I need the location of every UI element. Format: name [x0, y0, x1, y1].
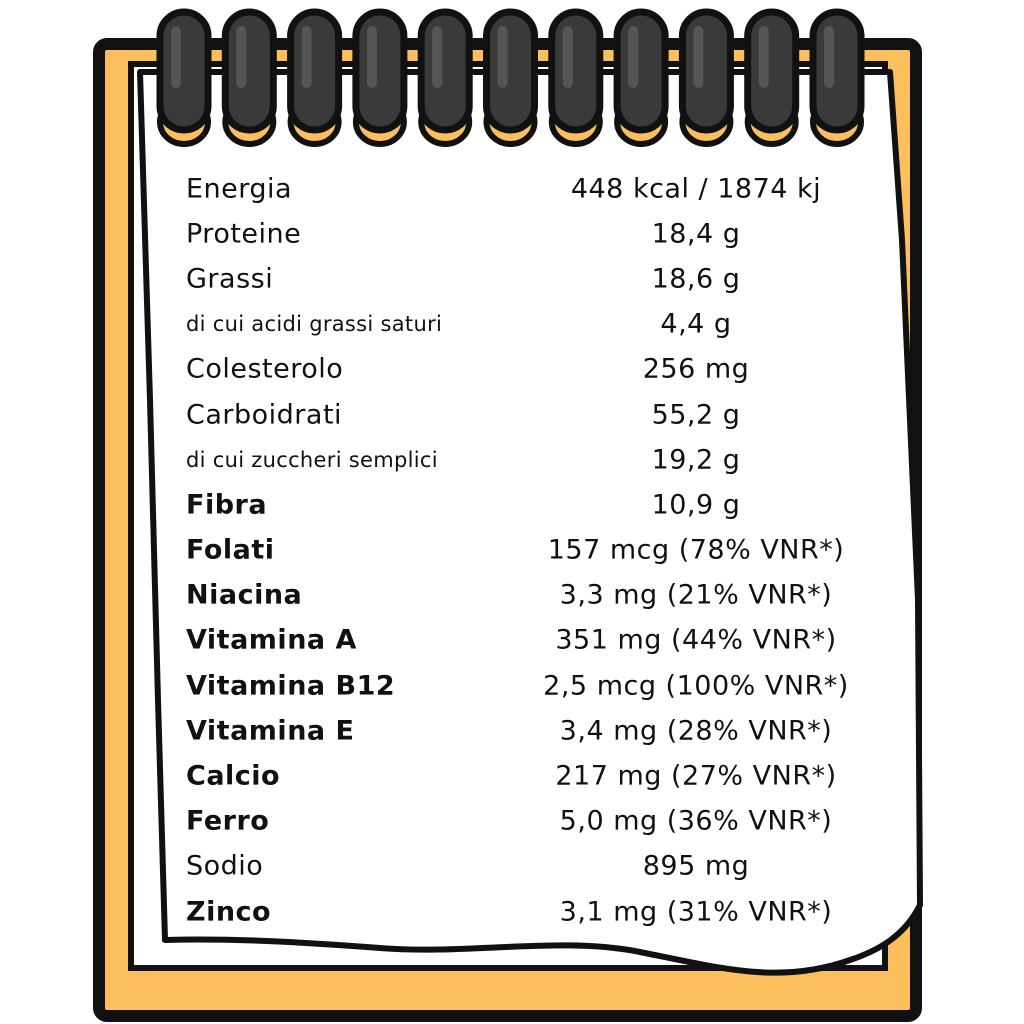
- nutrient-label: Vitamina B12: [186, 670, 396, 702]
- nutrient-label: Colesterolo: [186, 353, 344, 385]
- nutrient-label: Carboidrati: [186, 399, 343, 431]
- nutrition-row: Carboidrati 55,2 g: [186, 392, 866, 437]
- nutrient-label: Calcio: [186, 760, 281, 792]
- front-sheet: [137, 69, 923, 976]
- nutrition-row: Energia 448 kcal / 1874 kj: [186, 166, 866, 211]
- nutrient-value: 351 mg (44% VNR*): [555, 624, 837, 656]
- nutrient-label: di cui acidi grassi saturi: [186, 312, 443, 337]
- spiral-ring-icon: [809, 8, 865, 147]
- spiral-ring-icon: [156, 8, 212, 147]
- nutrition-row: di cui acidi grassi saturi 4,4 g: [186, 302, 866, 347]
- spiral-ring-icon: [221, 8, 277, 147]
- nutrient-value: 2,5 mcg (100% VNR*): [543, 670, 849, 702]
- spiral-binding: [156, 8, 865, 147]
- spiral-ring-icon: [483, 8, 538, 147]
- nutrition-row: Folati 157 mcg (78% VNR*): [186, 528, 866, 573]
- nutrient-value: 55,2 g: [651, 399, 741, 431]
- nutrition-row: Sodio 895 mg: [186, 844, 866, 889]
- spiral-ring-icon: [287, 8, 343, 147]
- spiral-ring-icon: [417, 8, 473, 147]
- nutrition-row: Niacina 3,3 mg (21% VNR*): [186, 573, 866, 618]
- nutrient-label: Proteine: [186, 218, 302, 250]
- nutrition-table: Energia 448 kcal / 1874 kj Proteine 18,4 g G…: [186, 166, 866, 934]
- nutrient-value: 5,0 mg (36% VNR*): [559, 805, 833, 837]
- nutrient-label: Ferro: [186, 805, 270, 837]
- nutrition-row: Vitamina B12 2,5 mcg (100% VNR*): [186, 663, 866, 708]
- nutrient-label: Energia: [186, 173, 293, 205]
- nutrition-row: Vitamina E 3,4 mg (28% VNR*): [186, 708, 866, 753]
- nutrient-label: Niacina: [186, 579, 303, 611]
- nutrient-value: 18,4 g: [651, 218, 741, 250]
- spiral-ring-icon: [678, 8, 734, 147]
- nutrient-value: 18,6 g: [651, 263, 741, 295]
- nutrition-row: Grassi 18,6 g: [186, 256, 866, 301]
- nutrient-value: 19,2 g: [651, 444, 741, 476]
- nutrition-row: Calcio 217 mg (27% VNR*): [186, 753, 866, 798]
- nutrient-value: 217 mg (27% VNR*): [555, 760, 837, 792]
- spiral-ring-icon: [352, 8, 408, 147]
- nutrient-value: 3,1 mg (31% VNR*): [559, 896, 833, 928]
- nutrition-row: Vitamina A 351 mg (44% VNR*): [186, 618, 866, 663]
- nutrient-value: 3,3 mg (21% VNR*): [559, 579, 833, 611]
- nutrient-label: Sodio: [186, 850, 264, 882]
- nutrition-row: di cui zuccheri semplici 19,2 g: [186, 437, 866, 482]
- nutrient-value: 157 mcg (78% VNR*): [547, 534, 845, 566]
- nutrient-label: Vitamina A: [186, 624, 357, 656]
- nutrient-value: 448 kcal / 1874 kj: [570, 173, 822, 205]
- nutrient-value: 10,9 g: [651, 489, 741, 521]
- spiral-ring-icon: [613, 8, 669, 147]
- nutrient-label: Vitamina E: [186, 715, 355, 747]
- nutrient-value: 256 mg: [642, 353, 750, 385]
- spiral-ring-icon: [548, 8, 604, 147]
- nutrient-value: 895 mg: [642, 850, 750, 882]
- nutrition-row: Fibra 10,9 g: [186, 482, 866, 527]
- nutrition-row: Zinco 3,1 mg (31% VNR*): [186, 889, 866, 934]
- nutrient-label: di cui zuccheri semplici: [186, 447, 438, 472]
- nutrient-label: Grassi: [186, 263, 274, 295]
- nutrient-label: Fibra: [186, 489, 268, 521]
- nutrient-value: 4,4 g: [660, 308, 732, 340]
- spiral-ring-icon: [744, 8, 800, 147]
- nutrient-label: Folati: [186, 534, 275, 566]
- nutrient-value: 3,4 mg (28% VNR*): [559, 715, 833, 747]
- nutrition-row: Colesterolo 256 mg: [186, 347, 866, 392]
- nutrition-row: Ferro 5,0 mg (36% VNR*): [186, 799, 866, 844]
- nutrition-row: Proteine 18,4 g: [186, 211, 866, 256]
- nutrient-label: Zinco: [186, 896, 272, 928]
